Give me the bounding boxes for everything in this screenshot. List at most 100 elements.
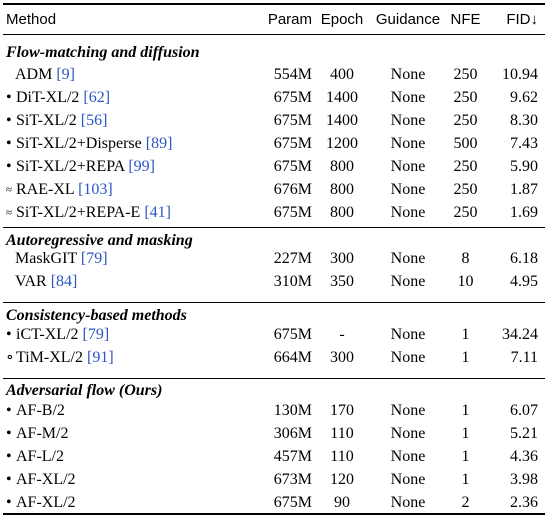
guidance-cell: None: [390, 471, 426, 488]
table-row: ≈ RAE-XL [103] 676M 800 None 250 1.87: [0, 179, 549, 201]
row-marker: ≈: [6, 207, 13, 219]
table-row: • AF-L/2 457M 110 None 1 4.36: [0, 446, 549, 468]
header-param: Param: [267, 11, 312, 28]
citation-link: [103]: [78, 181, 113, 198]
guidance-cell: None: [390, 326, 426, 343]
method-name: TiM-XL/2: [16, 349, 83, 366]
row-marker: •: [6, 471, 12, 488]
header-method: Method: [6, 11, 57, 28]
table-row: • AF-B/2 130M 170 None 1 6.07: [0, 400, 549, 422]
nfe-cell: 1: [461, 471, 470, 488]
epoch-cell: 110: [330, 448, 354, 465]
param-cell: 675M: [273, 158, 312, 175]
guidance-cell: None: [390, 349, 426, 366]
nfe-cell: 1: [461, 402, 470, 419]
method-name: iCT-XL/2: [16, 326, 79, 343]
epoch-cell: 800: [330, 181, 354, 198]
method-cell: • AF-B/2: [6, 400, 65, 422]
method-cell: • AF-XL/2: [6, 492, 76, 514]
fid-cell: 34.24: [502, 326, 538, 343]
guidance-cell: None: [390, 425, 426, 442]
method-cell: • AF-XL/2: [6, 469, 76, 491]
nfe-cell: 250: [453, 204, 478, 221]
nfe-cell: 250: [453, 112, 478, 129]
citation-link: [62]: [83, 89, 111, 106]
fid-cell: 7.11: [510, 349, 538, 366]
fid-cell: 1.87: [510, 181, 538, 198]
method-cell: • iCT-XL/2 [79]: [6, 324, 109, 346]
method-name: SiT-XL/2+REPA-E: [16, 204, 141, 221]
header-guidance: Guidance: [375, 11, 441, 28]
fid-cell: 5.21: [510, 425, 538, 442]
nfe-cell: 8: [461, 250, 470, 267]
epoch-cell: 90: [334, 494, 350, 511]
nfe-cell: 1: [461, 326, 470, 343]
method-cell: ≈ SiT-XL/2+REPA-E [41]: [6, 202, 171, 224]
fid-cell: 6.18: [510, 250, 538, 267]
guidance-cell: None: [390, 494, 426, 511]
table-row: • DiT-XL/2 [62] 675M 1400 None 250 9.62: [0, 87, 549, 109]
nfe-cell: 2: [461, 494, 470, 511]
method-cell: MaskGIT [79]: [15, 248, 108, 270]
fid-cell: 4.36: [510, 448, 538, 465]
citation-link: [9]: [56, 66, 75, 83]
guidance-cell: None: [390, 89, 426, 106]
row-marker: •: [6, 89, 12, 106]
section-title: Adversarial flow (Ours): [6, 382, 163, 399]
epoch-cell: 1400: [326, 112, 358, 129]
table-row: • AF-XL/2 675M 90 None 2 2.36: [0, 492, 549, 514]
param-cell: 310M: [273, 273, 312, 290]
row-marker: •: [6, 494, 12, 511]
section-rule: [3, 227, 545, 228]
nfe-cell: 250: [453, 89, 478, 106]
fid-cell: 6.07: [510, 402, 538, 419]
epoch-cell: 350: [330, 273, 354, 290]
header-fid: FID↓: [506, 11, 538, 28]
bottom-rule: [3, 513, 545, 515]
method-cell: • SiT-XL/2 [56]: [6, 110, 107, 132]
param-cell: 457M: [273, 448, 312, 465]
epoch-cell: 110: [330, 425, 354, 442]
fid-cell: 2.36: [510, 494, 538, 511]
citation-link: [79]: [82, 326, 110, 343]
nfe-cell: 250: [453, 158, 478, 175]
fid-cell: 8.30: [510, 112, 538, 129]
row-marker: •: [6, 425, 12, 442]
epoch-cell: 800: [330, 158, 354, 175]
citation-link: [91]: [86, 349, 114, 366]
citation-link: [41]: [144, 204, 171, 221]
table-row: ADM [9] 554M 400 None 250 10.94: [0, 64, 549, 86]
citation-link: [79]: [80, 250, 108, 267]
nfe-cell: 10: [457, 273, 474, 290]
epoch-cell: -: [339, 326, 345, 343]
method-name: VAR: [15, 273, 47, 290]
param-cell: 675M: [273, 326, 312, 343]
citation-link: [84]: [50, 273, 78, 290]
fid-cell: 4.95: [510, 273, 538, 290]
param-cell: 664M: [273, 349, 312, 366]
guidance-cell: None: [390, 158, 426, 175]
row-marker: •: [6, 326, 12, 343]
method-name: AF-XL/2: [16, 471, 76, 488]
method-name: DiT-XL/2: [16, 89, 80, 106]
method-cell: • DiT-XL/2 [62]: [6, 87, 110, 109]
epoch-cell: 800: [330, 204, 354, 221]
nfe-cell: 1: [461, 349, 470, 366]
table-row: • SiT-XL/2+Disperse [89] 675M 1200 None 500 7.…: [0, 133, 549, 155]
header-nfe: NFE: [450, 11, 481, 28]
guidance-cell: None: [390, 204, 426, 221]
row-marker: ∘: [6, 349, 14, 366]
citation-link: [56]: [80, 112, 108, 129]
guidance-cell: None: [390, 135, 426, 152]
param-cell: 675M: [273, 135, 312, 152]
table-row: VAR [84] 310M 350 None 10 4.95: [0, 271, 549, 293]
method-cell: • SiT-XL/2+REPA [99]: [6, 156, 155, 178]
method-name: SiT-XL/2+REPA: [16, 158, 125, 175]
fid-cell: 7.43: [510, 135, 538, 152]
method-name: AF-L/2: [16, 448, 64, 465]
epoch-cell: 1200: [326, 135, 358, 152]
table-row: • SiT-XL/2+REPA [99] 675M 800 None 250 5.90: [0, 156, 549, 178]
row-marker: •: [6, 158, 12, 175]
table-row: ∘ TiM-XL/2 [91] 664M 300 None 1 7.11: [0, 347, 549, 369]
table-row: • AF-XL/2 673M 120 None 1 3.98: [0, 469, 549, 491]
